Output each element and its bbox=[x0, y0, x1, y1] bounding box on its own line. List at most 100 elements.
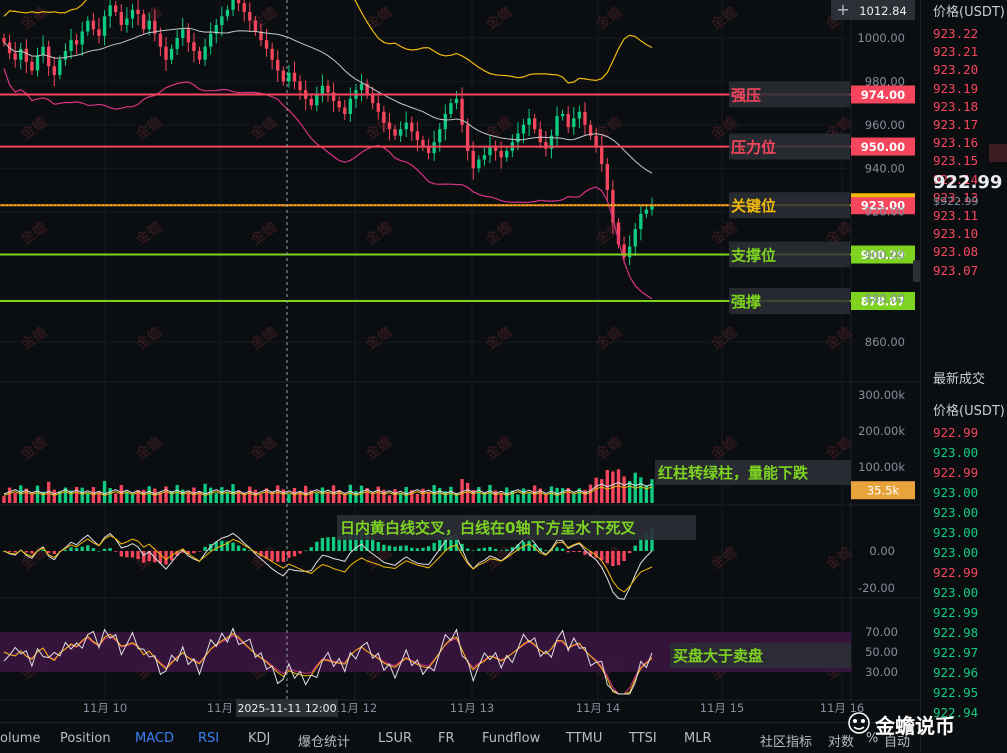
macd-tick-label: 0.00 bbox=[869, 544, 895, 558]
volume-current-text: 35.5k bbox=[867, 484, 900, 498]
candle-body bbox=[309, 98, 313, 106]
bollinger-middle-line bbox=[3, 27, 653, 174]
macd-histogram-bar bbox=[398, 545, 403, 551]
volume-bar bbox=[443, 491, 447, 503]
macd-histogram-bar bbox=[248, 550, 252, 551]
volume-bar bbox=[52, 489, 56, 503]
macd-histogram-bar bbox=[477, 548, 481, 551]
trade-price: 923.00 bbox=[933, 485, 979, 500]
indicator-tab-8[interactable]: Fundflow bbox=[482, 731, 541, 746]
ask-price[interactable]: 923.21 bbox=[933, 44, 979, 60]
ask-price[interactable]: 923.07 bbox=[933, 262, 979, 278]
time-tick-label: 11月 10 bbox=[83, 701, 127, 715]
ask-price[interactable]: 923.18 bbox=[933, 98, 979, 114]
ask-depth-bar bbox=[989, 144, 1007, 162]
trade-price: 922.97 bbox=[933, 645, 979, 660]
ask-price[interactable]: 923.16 bbox=[933, 135, 979, 151]
volume-bar bbox=[130, 494, 135, 503]
candle-body bbox=[398, 129, 403, 136]
level-label: 强撑 bbox=[731, 293, 761, 311]
indicator-tab-4[interactable]: KDJ bbox=[248, 731, 271, 746]
candle-body bbox=[516, 133, 520, 143]
candle-body bbox=[359, 83, 364, 91]
candle-body bbox=[393, 129, 397, 136]
ask-price[interactable]: 923.22 bbox=[933, 26, 979, 41]
candle-body bbox=[108, 5, 112, 17]
candle-body bbox=[164, 46, 168, 60]
volume-bar bbox=[164, 486, 168, 503]
macd-histogram-bar bbox=[164, 551, 168, 565]
price-axis[interactable]: 974.00 950.00 923.00 900.29 878.87 1000.00 980… bbox=[831, 0, 920, 679]
ask-price[interactable]: 923.08 bbox=[933, 244, 979, 260]
indicator-tab-9[interactable]: TTMU bbox=[566, 731, 603, 746]
volume-bar bbox=[449, 486, 453, 503]
ask-price[interactable]: 923.14 bbox=[933, 171, 979, 187]
macd-histogram-bar bbox=[633, 545, 637, 551]
indicator-tab-2[interactable]: MACD bbox=[135, 731, 174, 746]
macd-histogram-bar bbox=[331, 536, 336, 551]
ask-price[interactable]: 923.19 bbox=[933, 80, 979, 96]
price-panel[interactable] bbox=[0, 0, 851, 303]
macd-histogram-bar bbox=[410, 547, 414, 551]
macd-histogram-bar bbox=[298, 551, 302, 554]
candle-body bbox=[493, 146, 498, 151]
ask-price[interactable]: 923.10 bbox=[933, 226, 979, 242]
volume-bar bbox=[141, 489, 146, 503]
volume-bar bbox=[560, 488, 565, 503]
macd-histogram-bar bbox=[24, 551, 29, 553]
ask-price[interactable]: 923.15 bbox=[933, 153, 979, 169]
macd-histogram-bar bbox=[242, 548, 246, 551]
volume-bar bbox=[41, 491, 45, 503]
ask-price[interactable]: 923.17 bbox=[933, 117, 979, 132]
volume-note: 红柱转绿柱，量能下跌 bbox=[658, 464, 809, 482]
candle-body bbox=[19, 48, 23, 60]
indicator-tab-10[interactable]: TTSI bbox=[629, 731, 657, 746]
trade-price: 923.00 bbox=[933, 585, 979, 600]
indicator-tab-11[interactable]: MLR bbox=[684, 731, 712, 746]
indicator-tab-13[interactable]: 对数 bbox=[828, 735, 855, 750]
ask-price[interactable]: 923.11 bbox=[933, 208, 979, 223]
candle-body bbox=[231, 0, 235, 10]
volume-panel[interactable] bbox=[2, 469, 654, 503]
volume-bar bbox=[214, 493, 218, 503]
trade-price: 923.00 bbox=[933, 545, 979, 560]
indicator-tab-0[interactable]: olume bbox=[0, 731, 41, 746]
volume-bar bbox=[320, 487, 325, 503]
volume-bar bbox=[236, 490, 241, 503]
indicator-tab-6[interactable]: LSUR bbox=[378, 731, 413, 746]
ask-price[interactable]: 923.13 bbox=[933, 189, 979, 205]
time-tick-label: 11月 16 bbox=[820, 701, 864, 715]
price-tick-label: 880.00 bbox=[865, 292, 905, 306]
indicator-tab-1[interactable]: Position bbox=[60, 731, 111, 746]
price-tick-label: 940.00 bbox=[865, 161, 905, 175]
indicator-tab-12[interactable]: 社区指标 bbox=[760, 735, 813, 750]
rsi-note-bg bbox=[670, 643, 851, 668]
indicator-tab-7[interactable]: FR bbox=[438, 731, 455, 746]
macd-panel[interactable] bbox=[2, 528, 654, 600]
candle-body bbox=[91, 20, 96, 30]
macd-histogram-bar bbox=[627, 551, 632, 554]
indicator-tab-3[interactable]: RSI bbox=[198, 731, 220, 746]
macd-histogram-bar bbox=[337, 536, 341, 551]
macd-histogram-bar bbox=[393, 546, 397, 551]
candle-body bbox=[292, 72, 297, 82]
indicator-tab-14[interactable]: % bbox=[866, 731, 879, 746]
macd-histogram-bar bbox=[225, 541, 230, 551]
candle-body bbox=[236, 0, 241, 4]
recent-trades-title[interactable]: 最新成交 bbox=[933, 372, 986, 387]
indicator-tab-5[interactable]: 爆仓统计 bbox=[298, 735, 351, 750]
volume-bar bbox=[281, 489, 285, 503]
candle-body bbox=[186, 29, 191, 43]
macd-histogram-bar bbox=[315, 541, 319, 551]
volume-bar bbox=[108, 488, 112, 503]
volume-bar bbox=[471, 489, 475, 503]
macd-histogram-bar bbox=[158, 551, 163, 564]
indicator-tab-15[interactable]: 自动 bbox=[884, 735, 911, 750]
volume-bar bbox=[426, 492, 431, 503]
volume-bar bbox=[639, 477, 643, 503]
time-axis[interactable]: 11月 10 11月 11月 12 11月 13 11月 14 11月 15 11月 16 2… bbox=[83, 699, 864, 717]
volume-bar bbox=[499, 493, 503, 503]
ask-price[interactable]: 923.20 bbox=[933, 62, 979, 78]
candle-body bbox=[141, 14, 146, 30]
